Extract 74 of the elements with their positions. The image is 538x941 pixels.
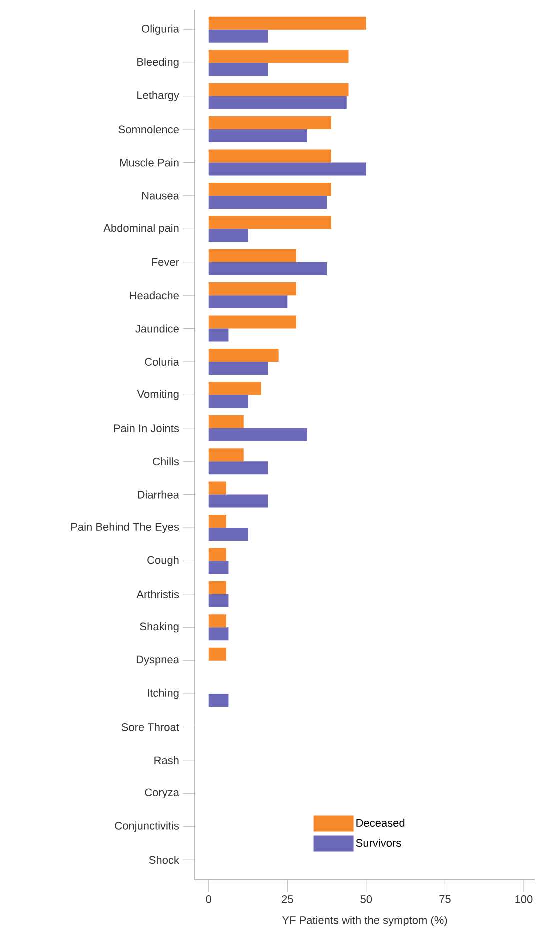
bar (208, 415, 244, 428)
bar (208, 316, 296, 329)
y-tick-label: Vomiting (137, 390, 179, 400)
bar (208, 249, 296, 262)
bar (208, 162, 366, 176)
bar (208, 348, 279, 362)
y-tick-label: Abdominal pain (104, 224, 179, 234)
y-tick-label: Sore Throat (122, 723, 180, 732)
bar (208, 561, 229, 574)
x-tick-label: 100 (516, 896, 533, 904)
bar (208, 130, 308, 143)
y-tick-label: Dyspnea (136, 656, 180, 666)
x-axis-title: YF Patients with the symptom (%) (282, 916, 448, 926)
bar (208, 462, 268, 475)
y-tick-label: Pain In Joints (114, 424, 180, 432)
y-tick-label: Lethargy (138, 91, 180, 102)
bar (208, 482, 227, 495)
y-tick-label: Muscle Pain (120, 158, 179, 167)
y-tick-label: Diarrhea (138, 490, 180, 499)
y-tick-label: Arthristis (136, 590, 180, 598)
bar (208, 648, 227, 661)
bar (208, 328, 229, 342)
bar (208, 63, 268, 76)
bar (208, 515, 227, 528)
y-tick-label: Shaking (140, 622, 179, 633)
y-tick-label: Fever (152, 258, 180, 266)
x-tick-label: 0 (206, 896, 212, 904)
y-tick-label: Conjunctivitis (115, 822, 180, 832)
bar (208, 50, 349, 64)
bar (208, 196, 328, 209)
bar (208, 362, 268, 375)
bar (208, 296, 288, 309)
bar (208, 282, 296, 296)
bar (208, 16, 366, 30)
bar (208, 116, 332, 130)
legend-label: Survivors (356, 838, 402, 848)
bar (208, 614, 227, 628)
y-tick-label: Nausea (142, 192, 180, 200)
x-tick-label: 50 (360, 896, 372, 904)
bar (208, 30, 268, 43)
bar (208, 150, 332, 163)
bar (208, 96, 347, 110)
x-tick-label: 25 (282, 896, 294, 904)
bar (208, 594, 229, 608)
y-tick-label: Jaundice (136, 324, 179, 333)
bar (208, 216, 332, 230)
y-tick-label: Oliguria (142, 24, 180, 36)
bar (208, 628, 229, 641)
bar (208, 694, 229, 708)
bar (208, 494, 268, 508)
y-tick-label: Chills (153, 458, 180, 466)
y-tick-label: Coryza (145, 788, 180, 799)
bar (208, 83, 349, 96)
legend-label: Deceased (356, 818, 405, 828)
y-tick-label: Pain Behind The Eyes (72, 522, 180, 534)
y-tick-label: Headache (130, 292, 179, 300)
y-tick-label: Shock (149, 856, 180, 864)
bar (208, 262, 328, 276)
bar (208, 528, 248, 542)
bar (208, 395, 248, 408)
x-tick-label: 75 (440, 896, 451, 904)
bar (208, 428, 308, 442)
bar (208, 548, 227, 562)
y-tick-label: Itching (148, 688, 179, 700)
y-tick-label: Bleeding (138, 58, 179, 68)
bar (208, 182, 332, 196)
y-tick-label: Coluria (145, 358, 180, 366)
bar (208, 448, 244, 462)
bar (208, 229, 248, 242)
bar (208, 382, 262, 396)
y-tick-label: Somnolence (118, 125, 179, 134)
y-tick-label: Rash (154, 756, 179, 764)
bar (208, 581, 227, 594)
y-tick-label: Cough (148, 556, 179, 566)
